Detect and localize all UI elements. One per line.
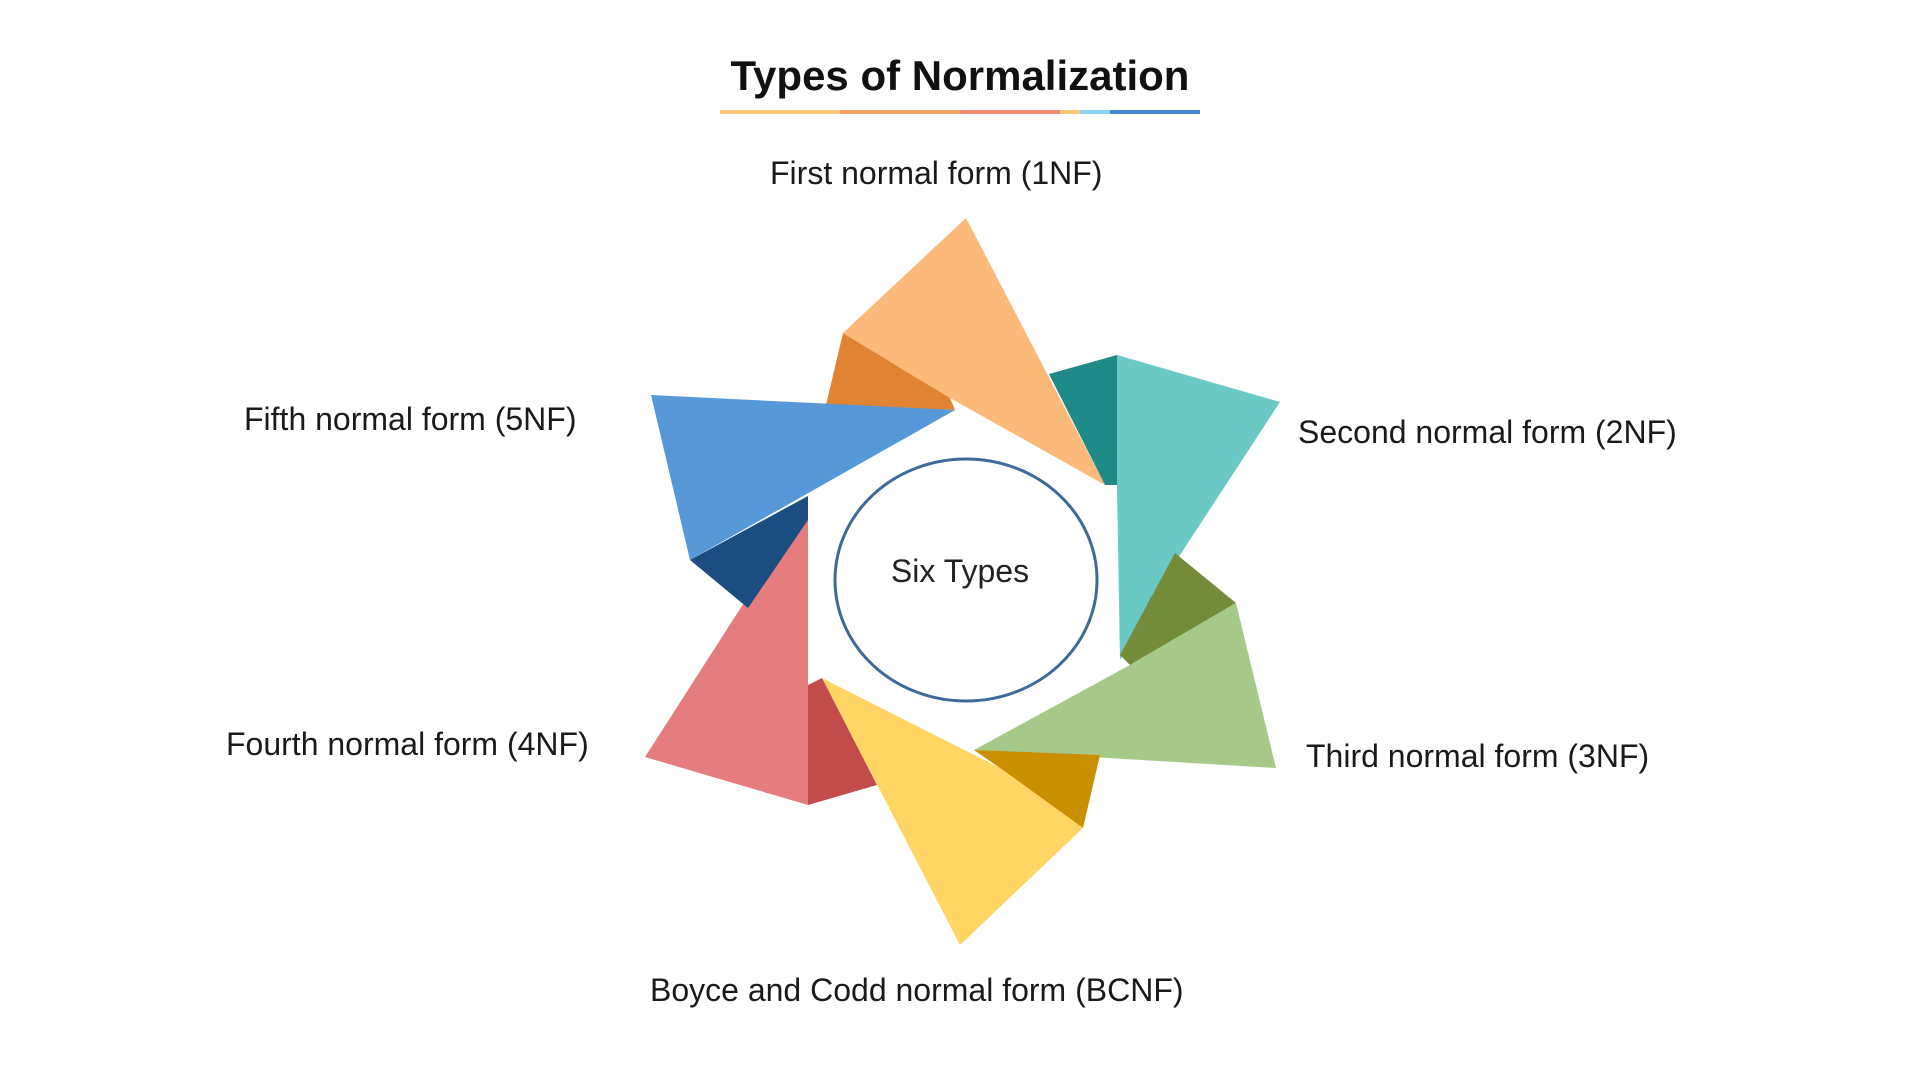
segment-1nf-petal [843,218,1105,485]
underline-segment [1080,110,1110,114]
underline-segment [1060,110,1080,114]
segment-5nf-shadow [690,496,808,608]
segment-1nf-shadow [826,333,955,410]
label-4nf: Fourth normal form (4NF) [226,726,589,762]
label-2nf: Second normal form (2NF) [1298,414,1677,450]
underline-segment [720,110,840,114]
segment-3nf-shadow [1120,553,1236,665]
center-label: Six Types [890,553,1030,589]
underline-segment [1110,110,1200,114]
label-3nf: Third normal form (3NF) [1306,738,1650,774]
underline-segment [960,110,1060,114]
segment-3nf-petal [974,603,1276,768]
label-1nf: First normal form (1NF) [770,155,1103,191]
segment-bcnf-shadow [974,750,1100,828]
label-bcnf: Boyce and Codd normal form (BCNF) [650,972,1184,1008]
page-title: Types of Normalization [730,52,1190,99]
title-underline [720,110,1200,114]
segment-2nf-petal [1117,355,1280,660]
segment-4nf-shadow [808,678,877,805]
underline-segment [840,110,960,114]
label-5nf: Fifth normal form (5NF) [244,401,577,437]
segment-2nf-shadow [1049,355,1117,485]
center-circle [833,457,1099,703]
segment-5nf-petal [651,395,955,560]
segment-bcnf-petal [822,678,1083,945]
